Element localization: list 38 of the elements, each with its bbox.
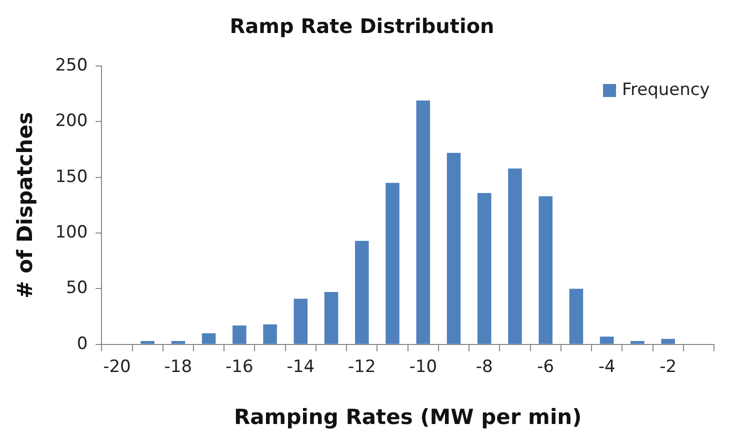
x-tick-label: -2 [660, 357, 677, 378]
bar [446, 152, 461, 344]
bar [140, 341, 154, 344]
bar [171, 341, 186, 344]
x-tick-label: -20 [103, 357, 131, 378]
bar [416, 100, 430, 344]
chart-title: Ramp Rate Distribution [230, 14, 494, 38]
legend-label: Frequency [622, 80, 710, 100]
bar [569, 288, 584, 344]
bar [355, 240, 369, 344]
bar [477, 192, 492, 344]
y-tick-label: 100 [55, 222, 88, 242]
bar [508, 168, 522, 344]
x-tick-label: -4 [598, 357, 616, 378]
y-tick-label: 250 [55, 55, 88, 76]
bar [232, 325, 246, 344]
x-tick-label: -10 [409, 357, 438, 378]
bar [538, 196, 552, 344]
x-axis-title: Ramping Rates (MW per min) [234, 404, 582, 429]
x-tick-label: -18 [164, 357, 192, 378]
bar [294, 298, 308, 344]
y-axis-title: # of Dispatches [13, 112, 38, 298]
x-tick-label: -6 [537, 357, 554, 378]
x-tick-label: -8 [476, 357, 493, 378]
bar [324, 292, 338, 344]
bar [263, 324, 277, 344]
x-tick-label: -16 [226, 357, 254, 378]
y-tick-label: 0 [76, 334, 88, 354]
bar [661, 338, 675, 344]
y-tick-label: 150 [55, 166, 88, 187]
bar [630, 341, 644, 344]
x-tick-label: -14 [286, 357, 315, 378]
bar [386, 182, 400, 344]
bar [202, 333, 216, 344]
x-tick-label: -12 [348, 357, 376, 378]
bar [600, 336, 614, 344]
y-tick-label: 200 [55, 111, 88, 132]
y-tick-label: 50 [66, 278, 88, 298]
